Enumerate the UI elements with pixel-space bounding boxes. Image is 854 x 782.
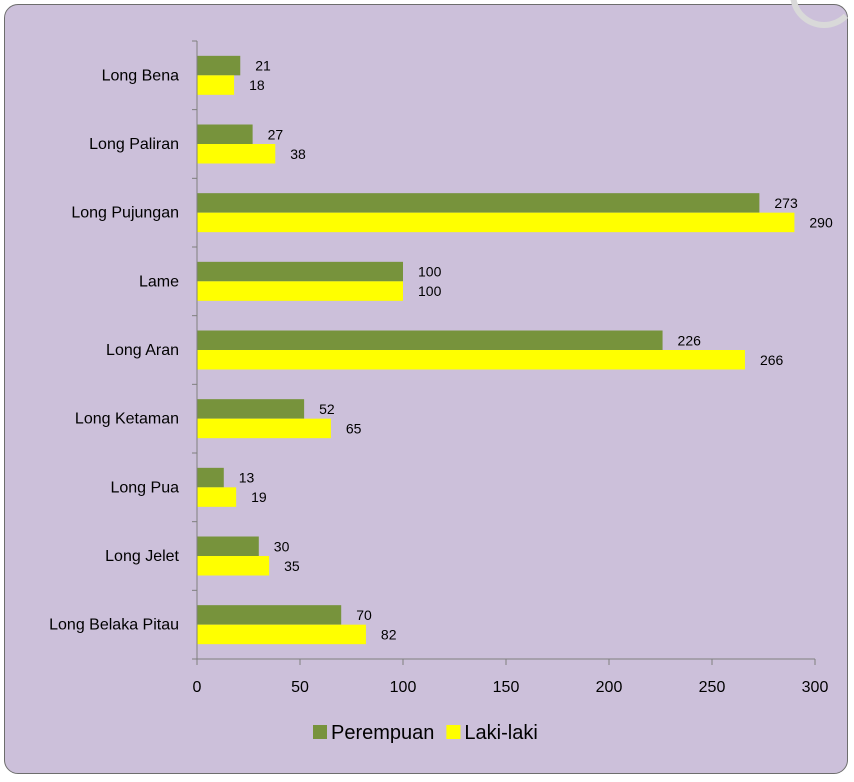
bar-perempuan (197, 55, 241, 76)
bar-perempuan (197, 193, 760, 213)
x-tick-label: 200 (596, 679, 623, 696)
labels-layer: Long Bena 21 18 Long Paliran 27 38 Long Pujung… (49, 58, 833, 696)
bar-laki-laki (197, 350, 745, 370)
data-label: 38 (290, 146, 306, 162)
data-label: 273 (774, 195, 798, 211)
data-label: 65 (346, 420, 362, 436)
category-label: Long Aran (106, 342, 179, 359)
category-label: Long Pujungan (71, 205, 179, 222)
category-label: Long Paliran (89, 136, 179, 153)
category-label: Lame (139, 273, 179, 290)
chart-panel: Long Bena 21 18 Long Paliran 27 38 Long Pujung… (4, 4, 848, 774)
bar-laki-laki (197, 144, 276, 164)
category-label: Long Pua (110, 479, 179, 496)
bar-perempuan (197, 399, 305, 419)
data-label: 30 (274, 538, 290, 554)
data-label: 290 (809, 214, 833, 230)
category-label: Long Jelet (105, 548, 179, 565)
bar-laki-laki (197, 624, 366, 645)
category-label: Long Belaka Pitau (49, 617, 179, 634)
bar-laki-laki (197, 212, 795, 233)
data-label: 266 (760, 352, 784, 368)
bar-perempuan (197, 605, 342, 625)
data-label: 19 (251, 489, 267, 505)
bar-laki-laki (197, 75, 235, 95)
data-label: 100 (418, 283, 442, 299)
data-label: 100 (418, 264, 442, 280)
legend-label: Laki-laki (464, 722, 537, 744)
data-label: 52 (319, 401, 335, 417)
legend-swatch (313, 725, 327, 739)
bar-perempuan (197, 124, 253, 144)
category-label: Long Ketaman (75, 411, 179, 428)
data-label: 35 (284, 558, 300, 574)
data-label: 82 (381, 626, 397, 642)
bar-perempuan (197, 467, 224, 488)
data-label: 226 (678, 332, 702, 348)
x-tick-label: 150 (493, 679, 520, 696)
bar-laki-laki (197, 281, 403, 301)
x-tick-label: 100 (390, 679, 417, 696)
bar-laki-laki (197, 556, 270, 576)
data-label: 27 (268, 126, 284, 142)
legend: Perempuan Laki-laki (313, 722, 538, 744)
category-label: Long Bena (102, 67, 180, 84)
x-tick-label: 0 (193, 679, 202, 696)
x-tick-label: 250 (699, 679, 726, 696)
bar-perempuan (197, 330, 663, 350)
bar-laki-laki (197, 418, 331, 439)
bar-perempuan (197, 261, 403, 282)
axis-layer (192, 40, 816, 665)
x-tick-label: 300 (802, 679, 829, 696)
x-tick-label: 50 (291, 679, 309, 696)
bars-layer (197, 55, 795, 645)
legend-label: Perempuan (331, 722, 434, 744)
data-label: 18 (249, 77, 265, 93)
data-label: 13 (239, 470, 255, 486)
data-label: 21 (255, 58, 271, 74)
bar-laki-laki (197, 487, 237, 507)
bar-chart: Long Bena 21 18 Long Paliran 27 38 Long Pujung… (49, 40, 833, 744)
legend-swatch (446, 725, 461, 739)
data-label: 70 (356, 607, 372, 623)
bar-perempuan (197, 536, 259, 556)
